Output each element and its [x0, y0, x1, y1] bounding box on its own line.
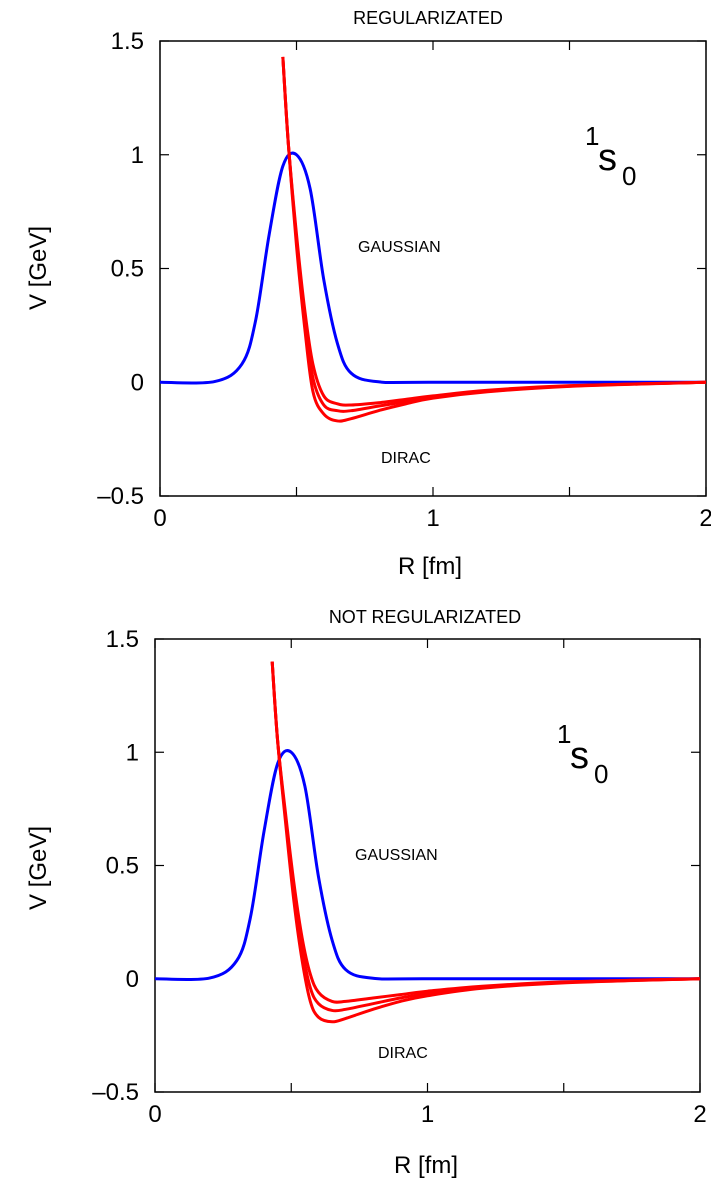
x-tick-label: 0 [153, 505, 166, 532]
x-tick-label: 1 [421, 1101, 434, 1128]
chart-panel-not-regularized: NOT REGULARIZATED V [GeV] R [fm] GAUSSIA… [25, 607, 707, 1179]
y-tick-label: 1.5 [111, 28, 144, 55]
y-tick-label: 0.5 [111, 256, 144, 283]
x-axis-label: R [fm] [394, 1152, 458, 1179]
y-axis-label: V [GeV] [25, 226, 52, 310]
x-axis-label: R [fm] [398, 553, 462, 580]
chart-title: REGULARIZATED [353, 8, 503, 28]
wave-label-subscript: 0 [594, 759, 608, 789]
dirac-annotation: DIRAC [381, 450, 431, 467]
wave-label-superscript: 1 [585, 121, 599, 151]
y-tick-label: 1 [131, 142, 144, 169]
data-series-group [154, 661, 701, 1024]
dirac-curve [270, 661, 701, 1013]
wave-label: 1 s 0 [557, 719, 608, 789]
dirac-curve [281, 56, 707, 407]
y-axis-label: V [GeV] [25, 826, 52, 910]
dirac-curve [281, 56, 707, 413]
x-tick-label: 2 [699, 505, 711, 532]
y-tick-label: 1.5 [106, 626, 139, 653]
chart-title: NOT REGULARIZATED [329, 607, 521, 627]
y-tick-label: 1 [126, 739, 139, 766]
plot-area: 0 1 2–0.500.511.5 [92, 626, 706, 1128]
dirac-curve [270, 661, 701, 1024]
gaussian-annotation: GAUSSIAN [355, 847, 438, 864]
dirac-curve [281, 56, 707, 423]
wave-label-main: s [598, 137, 617, 179]
x-tick-label: 1 [426, 505, 439, 532]
plot-area: 0 1 2–0.500.511.5 [97, 28, 711, 532]
x-tick-label: 0 [148, 1101, 161, 1128]
data-series-group [159, 56, 707, 423]
gaussian-curve [154, 749, 701, 982]
dirac-annotation: DIRAC [378, 1045, 428, 1062]
wave-label-superscript: 1 [557, 719, 571, 749]
y-tick-label: 0.5 [106, 853, 139, 880]
gaussian-curve [159, 151, 707, 385]
wave-label-subscript: 0 [622, 161, 636, 191]
y-tick-label: 0 [126, 966, 139, 993]
y-tick-label: –0.5 [92, 1079, 139, 1106]
plot-frame [154, 638, 701, 1093]
chart-panel-regularized: REGULARIZATED V [GeV] R [fm] GAUSSIAN DI… [25, 8, 711, 580]
gaussian-annotation: GAUSSIAN [358, 239, 441, 256]
plot-frame [159, 40, 707, 497]
x-tick-label: 2 [693, 1101, 706, 1128]
y-tick-label: 0 [131, 369, 144, 396]
wave-label-main: s [570, 735, 589, 777]
y-tick-label: –0.5 [97, 483, 144, 510]
wave-label: 1 s 0 [585, 121, 636, 191]
